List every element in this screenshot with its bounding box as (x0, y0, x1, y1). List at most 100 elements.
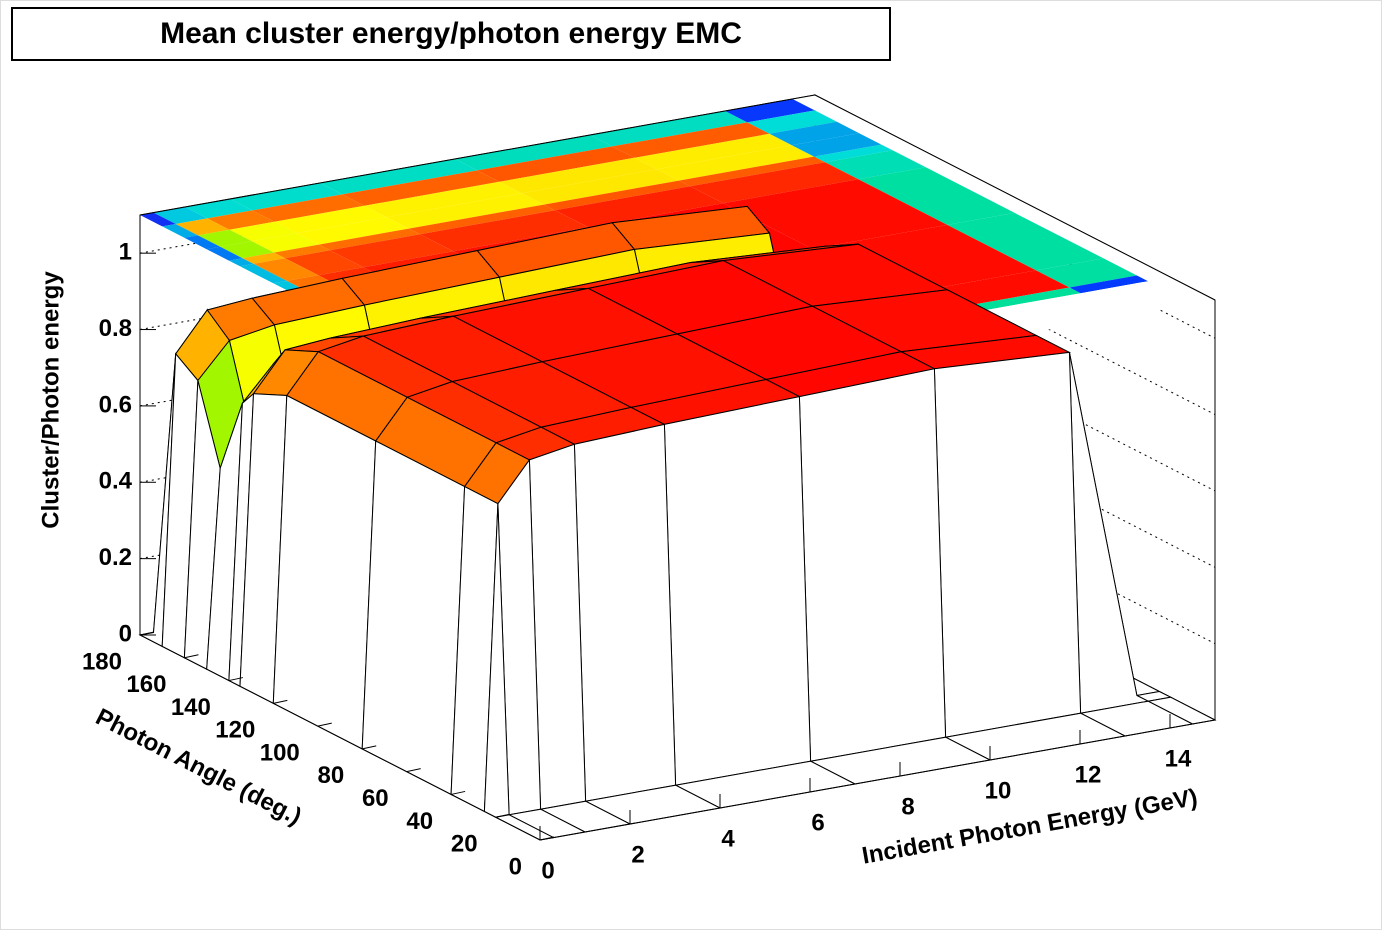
x-tick-label: 12 (1075, 761, 1102, 788)
y-tick (406, 768, 421, 773)
projection-cell (253, 258, 319, 281)
y-tick-label: 140 (171, 694, 211, 721)
y-tick (362, 745, 377, 750)
projection-cell (690, 162, 859, 204)
projection-cell (230, 183, 343, 211)
x-tick-label: 0 (541, 857, 554, 884)
projection-cell (296, 217, 409, 245)
y-tick-label: 100 (260, 739, 300, 766)
projection-cell (947, 212, 1104, 271)
x-tick-label: 2 (631, 841, 644, 868)
y-tick-label: 40 (406, 808, 433, 835)
projection-cell (1080, 281, 1193, 316)
projection-cell (836, 117, 882, 134)
projection-cell (1136, 271, 1171, 282)
z-axis-title: Cluster/Photon energy (37, 271, 64, 529)
projection-cell (892, 146, 949, 168)
projection-cell (364, 181, 522, 218)
surface-cell (933, 351, 1082, 738)
projection-cell (228, 258, 254, 267)
projection-cell (881, 140, 915, 151)
projection-cell (612, 122, 770, 158)
projection-cell (678, 156, 825, 187)
title-box (11, 7, 891, 61)
projection-cell (656, 145, 814, 181)
projection-cell (408, 204, 555, 235)
projection-cell (320, 159, 478, 195)
projection-cell (925, 163, 1038, 213)
projection-cell (251, 233, 319, 253)
projection-cell (252, 194, 365, 222)
x-tick-label: 4 (721, 825, 735, 852)
surface-cell (798, 368, 947, 762)
surface-cell (573, 423, 677, 802)
y-tick-label: 160 (126, 671, 166, 698)
z-tick-label: 0 (119, 620, 132, 647)
y-tick (539, 836, 555, 841)
y-tick-label: 20 (451, 831, 478, 858)
projection-cell (769, 121, 860, 146)
projection-cell (499, 157, 657, 194)
projection-cell (859, 129, 904, 145)
projection-cell (342, 170, 500, 206)
projection-cell (242, 252, 285, 264)
z-tick-label: 0.6 (99, 391, 132, 418)
z-tick-label: 0.4 (99, 468, 133, 495)
projection-cell (206, 246, 243, 261)
projection-cell (1103, 254, 1160, 276)
projection-cell (814, 106, 860, 122)
projection-cell (285, 250, 364, 276)
projection-cell (455, 135, 613, 171)
projection-cell (477, 146, 635, 182)
projection-cell (184, 235, 221, 250)
y-tick-label: 120 (215, 717, 255, 744)
projection-cell (555, 186, 724, 228)
projection-cell (140, 212, 176, 227)
surface-cell (361, 440, 466, 796)
projection-cell (1069, 275, 1149, 294)
projection-cell (1014, 208, 1127, 259)
projection-cell (1036, 258, 1137, 288)
chart-title: Mean cluster energy/photon energy EMC (160, 17, 742, 50)
projection-cell (858, 167, 1015, 225)
y-tick-label: 60 (362, 785, 389, 812)
projection-cell (162, 224, 198, 238)
z-tick-label: 0.2 (99, 544, 132, 571)
x-tick-label: 8 (901, 793, 914, 820)
box-edge (139, 94, 1216, 301)
projection-cell (725, 99, 815, 123)
x-tick-label: 14 (1165, 745, 1192, 772)
z-tick-label: 1 (119, 239, 132, 266)
projection-cell (207, 210, 275, 230)
projection-cell (791, 133, 882, 157)
plot-area: 0246810121402040608010012014016018000.20… (37, 94, 1217, 884)
projection-cell (220, 241, 274, 259)
projection-cell (1148, 277, 1215, 304)
surface-cell (663, 395, 812, 786)
projection-cell (813, 144, 893, 163)
projection-cell (175, 218, 230, 236)
y-tick (228, 677, 243, 682)
projection-cell (153, 207, 208, 224)
projection-cell (386, 193, 544, 229)
y-tick (495, 813, 510, 818)
projection-cell (792, 95, 838, 111)
projection-cell (185, 199, 253, 219)
y-tick (273, 699, 288, 704)
y-tick (184, 654, 199, 659)
projection-cell (420, 210, 589, 252)
projection-cell (747, 110, 837, 134)
projection-cell (229, 221, 297, 242)
x-tick-label: 6 (811, 809, 824, 836)
projection-cell (723, 179, 948, 249)
projection-cell (634, 133, 792, 170)
projection-cell (330, 234, 454, 268)
projection-cell (318, 228, 420, 251)
projection-cell (825, 150, 926, 180)
projection-cell (543, 180, 690, 211)
y-tick (317, 722, 332, 727)
y-tick-label: 180 (82, 648, 122, 675)
projection-cell (521, 169, 679, 205)
projection-cell (274, 205, 387, 234)
